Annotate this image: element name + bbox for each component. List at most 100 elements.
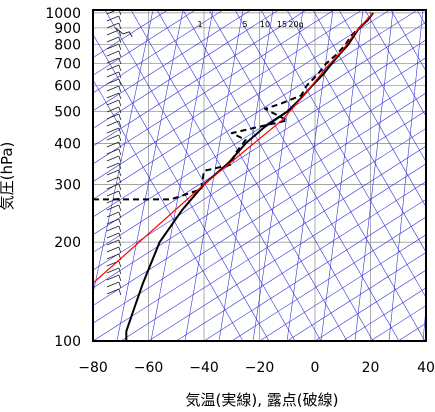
wind-barb [106, 232, 120, 239]
wind-barb [106, 246, 120, 253]
isotherm-line [203, 198, 426, 341]
wind-barb [106, 169, 120, 176]
dry-adiabat-line [156, 10, 348, 341]
mixing-ratio-labels: 1 5 10 15 20g [197, 20, 303, 29]
wind-barb [106, 225, 120, 232]
wind-barb-flag [118, 204, 122, 212]
wind-barb [106, 10, 118, 15]
dewpoint-line [93, 12, 372, 201]
wind-barb-flag [118, 239, 122, 247]
isotherm-line [93, 10, 279, 129]
isotherm-line [93, 10, 390, 200]
plot-frame [92, 9, 427, 342]
mixing-ratio-line [116, 10, 184, 341]
isotherm-line [93, 10, 307, 147]
wind-barb-flag [118, 50, 122, 58]
wind-barb-flag [118, 176, 122, 184]
wind-barb [106, 50, 120, 57]
dry-adiabat-line [104, 10, 296, 341]
y-tick-label: 1000 [45, 6, 81, 22]
x-tick-label: 20 [362, 360, 380, 376]
wind-barb-flag [118, 64, 122, 72]
x-tick-label: −20 [245, 360, 275, 376]
wind-barb-flag [118, 260, 122, 268]
isotherm-line [259, 234, 426, 341]
wind-barb-flag [118, 43, 122, 51]
x-tick-label: −40 [189, 360, 219, 376]
isotherm-line [93, 10, 224, 94]
wind-barb [106, 253, 120, 260]
wind-barb [106, 127, 120, 134]
mixing-ratio-line [218, 10, 274, 341]
wind-barb [106, 134, 120, 141]
wind-barb [106, 281, 120, 288]
wind-barb-flag [118, 197, 122, 205]
wind-barb-flag [118, 211, 122, 219]
mixing-ratio-line [320, 10, 364, 341]
wind-barb-flag [118, 120, 122, 128]
wind-barb [106, 85, 120, 92]
wind-barb [106, 274, 120, 281]
wind-barb-flag [118, 141, 122, 149]
wind-barb-flag [118, 288, 122, 296]
mixing-ratio-label: 20g [288, 20, 303, 29]
profile-lines [93, 12, 375, 341]
y-tick-label: 200 [54, 235, 81, 251]
x-tick-label: 40 [417, 360, 435, 376]
x-tick-label: −80 [78, 360, 108, 376]
wind-barb [106, 148, 120, 155]
wind-barb-flag [118, 148, 122, 156]
wind-barb [106, 239, 120, 246]
wind-barb-flag [118, 281, 122, 289]
wind-barb-flag [118, 71, 122, 79]
isotherm-line [93, 10, 335, 165]
isotherm-line [120, 145, 426, 341]
isopleth-lines [93, 10, 426, 341]
wind-barb [106, 155, 120, 162]
wind-barb-flag [118, 218, 122, 226]
dry-adiabat-line [260, 10, 426, 299]
mixing-ratio-line [93, 10, 154, 296]
wind-barb-flag [118, 169, 122, 177]
wind-barb-flag [118, 22, 122, 30]
parcel-line [93, 12, 374, 284]
isotherm-line [93, 10, 196, 76]
wind-barb-flag [118, 78, 122, 86]
dry-adiabat-line [130, 10, 322, 341]
isotherm-line [93, 10, 362, 182]
wind-barb [106, 29, 120, 36]
wind-barb [106, 22, 120, 29]
wind-barb-flag [118, 92, 122, 100]
isotherm-line [93, 74, 426, 289]
wind-barb [106, 15, 120, 22]
isotherm-line [314, 269, 426, 341]
wind-barb-flag [118, 85, 122, 93]
isotherm-line [425, 340, 426, 341]
wind-barb-flag [118, 106, 122, 114]
isotherm-line [93, 92, 426, 306]
dry-adiabat-line [286, 10, 426, 253]
wind-barb-flag [118, 232, 122, 240]
wind-barb-flag [118, 127, 122, 135]
mixing-ratio-line [252, 10, 304, 341]
wind-barb [106, 211, 120, 218]
wind-barb-flag [118, 183, 122, 191]
dry-adiabat-line [234, 10, 426, 341]
mixing-ratio-line [388, 10, 424, 341]
mixing-ratio-label: 5 [242, 20, 247, 29]
dry-adiabat-line [390, 10, 426, 72]
mixing-ratio-label: 15 [277, 20, 287, 29]
y-tick-label: 700 [54, 57, 81, 73]
y-tick-label: 100 [54, 334, 81, 350]
mixing-ratio-line [354, 10, 394, 341]
wind-barb [106, 36, 120, 43]
wind-barb-surface [114, 27, 133, 38]
isotherm-line [176, 181, 426, 341]
y-tick-label: 400 [54, 136, 81, 152]
mixing-ratio-line [150, 10, 214, 341]
wind-barb [106, 120, 120, 127]
isotherm-line [231, 216, 426, 341]
wind-barb-flag [118, 162, 122, 170]
isotherm-line [93, 110, 426, 324]
